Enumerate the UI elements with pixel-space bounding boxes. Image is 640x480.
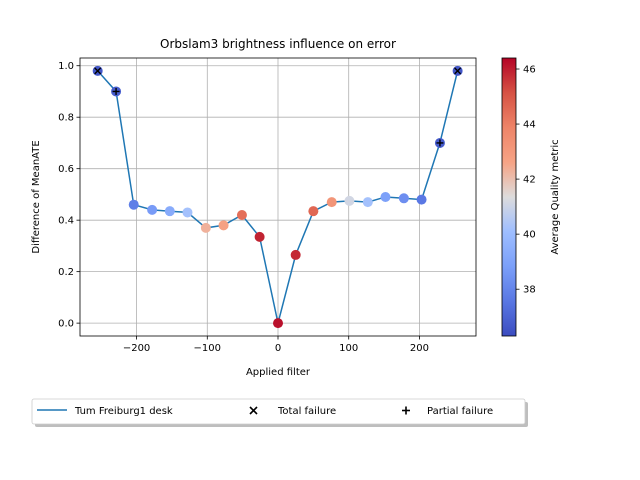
y-tick-label: 0.4 [58, 216, 74, 227]
data-point [128, 199, 139, 210]
legend-label-partial-failure: Partial failure [427, 406, 493, 417]
legend-label-series: Tum Freiburg1 desk [74, 406, 173, 417]
failure-markers-layer [94, 67, 462, 147]
chart-title: Orbslam3 brightness influence on error [160, 37, 396, 51]
data-point [147, 204, 158, 215]
data-point [182, 207, 193, 218]
data-point [380, 192, 391, 202]
y-tick-label: 0.2 [58, 267, 74, 278]
x-tick-label: −100 [194, 343, 221, 354]
total-failure-marker [94, 67, 102, 75]
x-tick-label: 0 [275, 343, 281, 354]
total-failure-marker [454, 67, 462, 75]
data-point [200, 222, 211, 233]
data-point [254, 231, 265, 242]
x-tick-label: 200 [410, 343, 429, 354]
legend-plus-marker [402, 406, 410, 415]
data-point [416, 194, 427, 205]
legend: Tum Freiburg1 desk Total failure Partial… [31, 398, 528, 427]
legend-x-marker [249, 406, 258, 415]
colorbar-tick-label: 38 [523, 285, 536, 296]
data-point [326, 197, 337, 208]
y-tick-label: 0.8 [58, 113, 74, 124]
colorbar-tick-label: 46 [523, 65, 536, 76]
y-axis-ticks: 0.0 0.2 0.4 0.6 0.8 1.0 [58, 61, 80, 330]
data-point [344, 195, 355, 206]
data-point [218, 220, 229, 231]
y-axis-label: Difference of MeanATE [31, 140, 42, 253]
colorbar-tick-label: 42 [523, 175, 536, 186]
colorbar-tick-label: 44 [523, 120, 536, 131]
x-tick-label: −200 [123, 343, 150, 354]
y-tick-label: 0.6 [58, 164, 74, 175]
data-point [398, 193, 409, 204]
colorbar-ticks: 38 40 42 44 46 [516, 65, 536, 296]
y-tick-label: 0.0 [58, 319, 74, 330]
colorbar-tick-label: 40 [523, 230, 536, 241]
data-point [290, 249, 301, 260]
grid [80, 58, 476, 336]
x-axis-label: Applied filter [246, 367, 311, 378]
colorbar [501, 57, 517, 337]
data-point [164, 206, 175, 217]
data-point [236, 210, 247, 221]
data-point [273, 318, 283, 329]
x-axis-ticks: −200 −100 0 100 200 [123, 336, 429, 354]
data-point [362, 197, 373, 208]
partial-failure-marker [436, 139, 444, 147]
x-tick-label: 100 [339, 343, 358, 354]
legend-label-total-failure: Total failure [277, 406, 336, 417]
colorbar-label: Average Quality metric [550, 139, 561, 254]
partial-failure-marker [112, 87, 120, 95]
y-tick-label: 1.0 [58, 61, 74, 72]
data-point [308, 206, 319, 217]
